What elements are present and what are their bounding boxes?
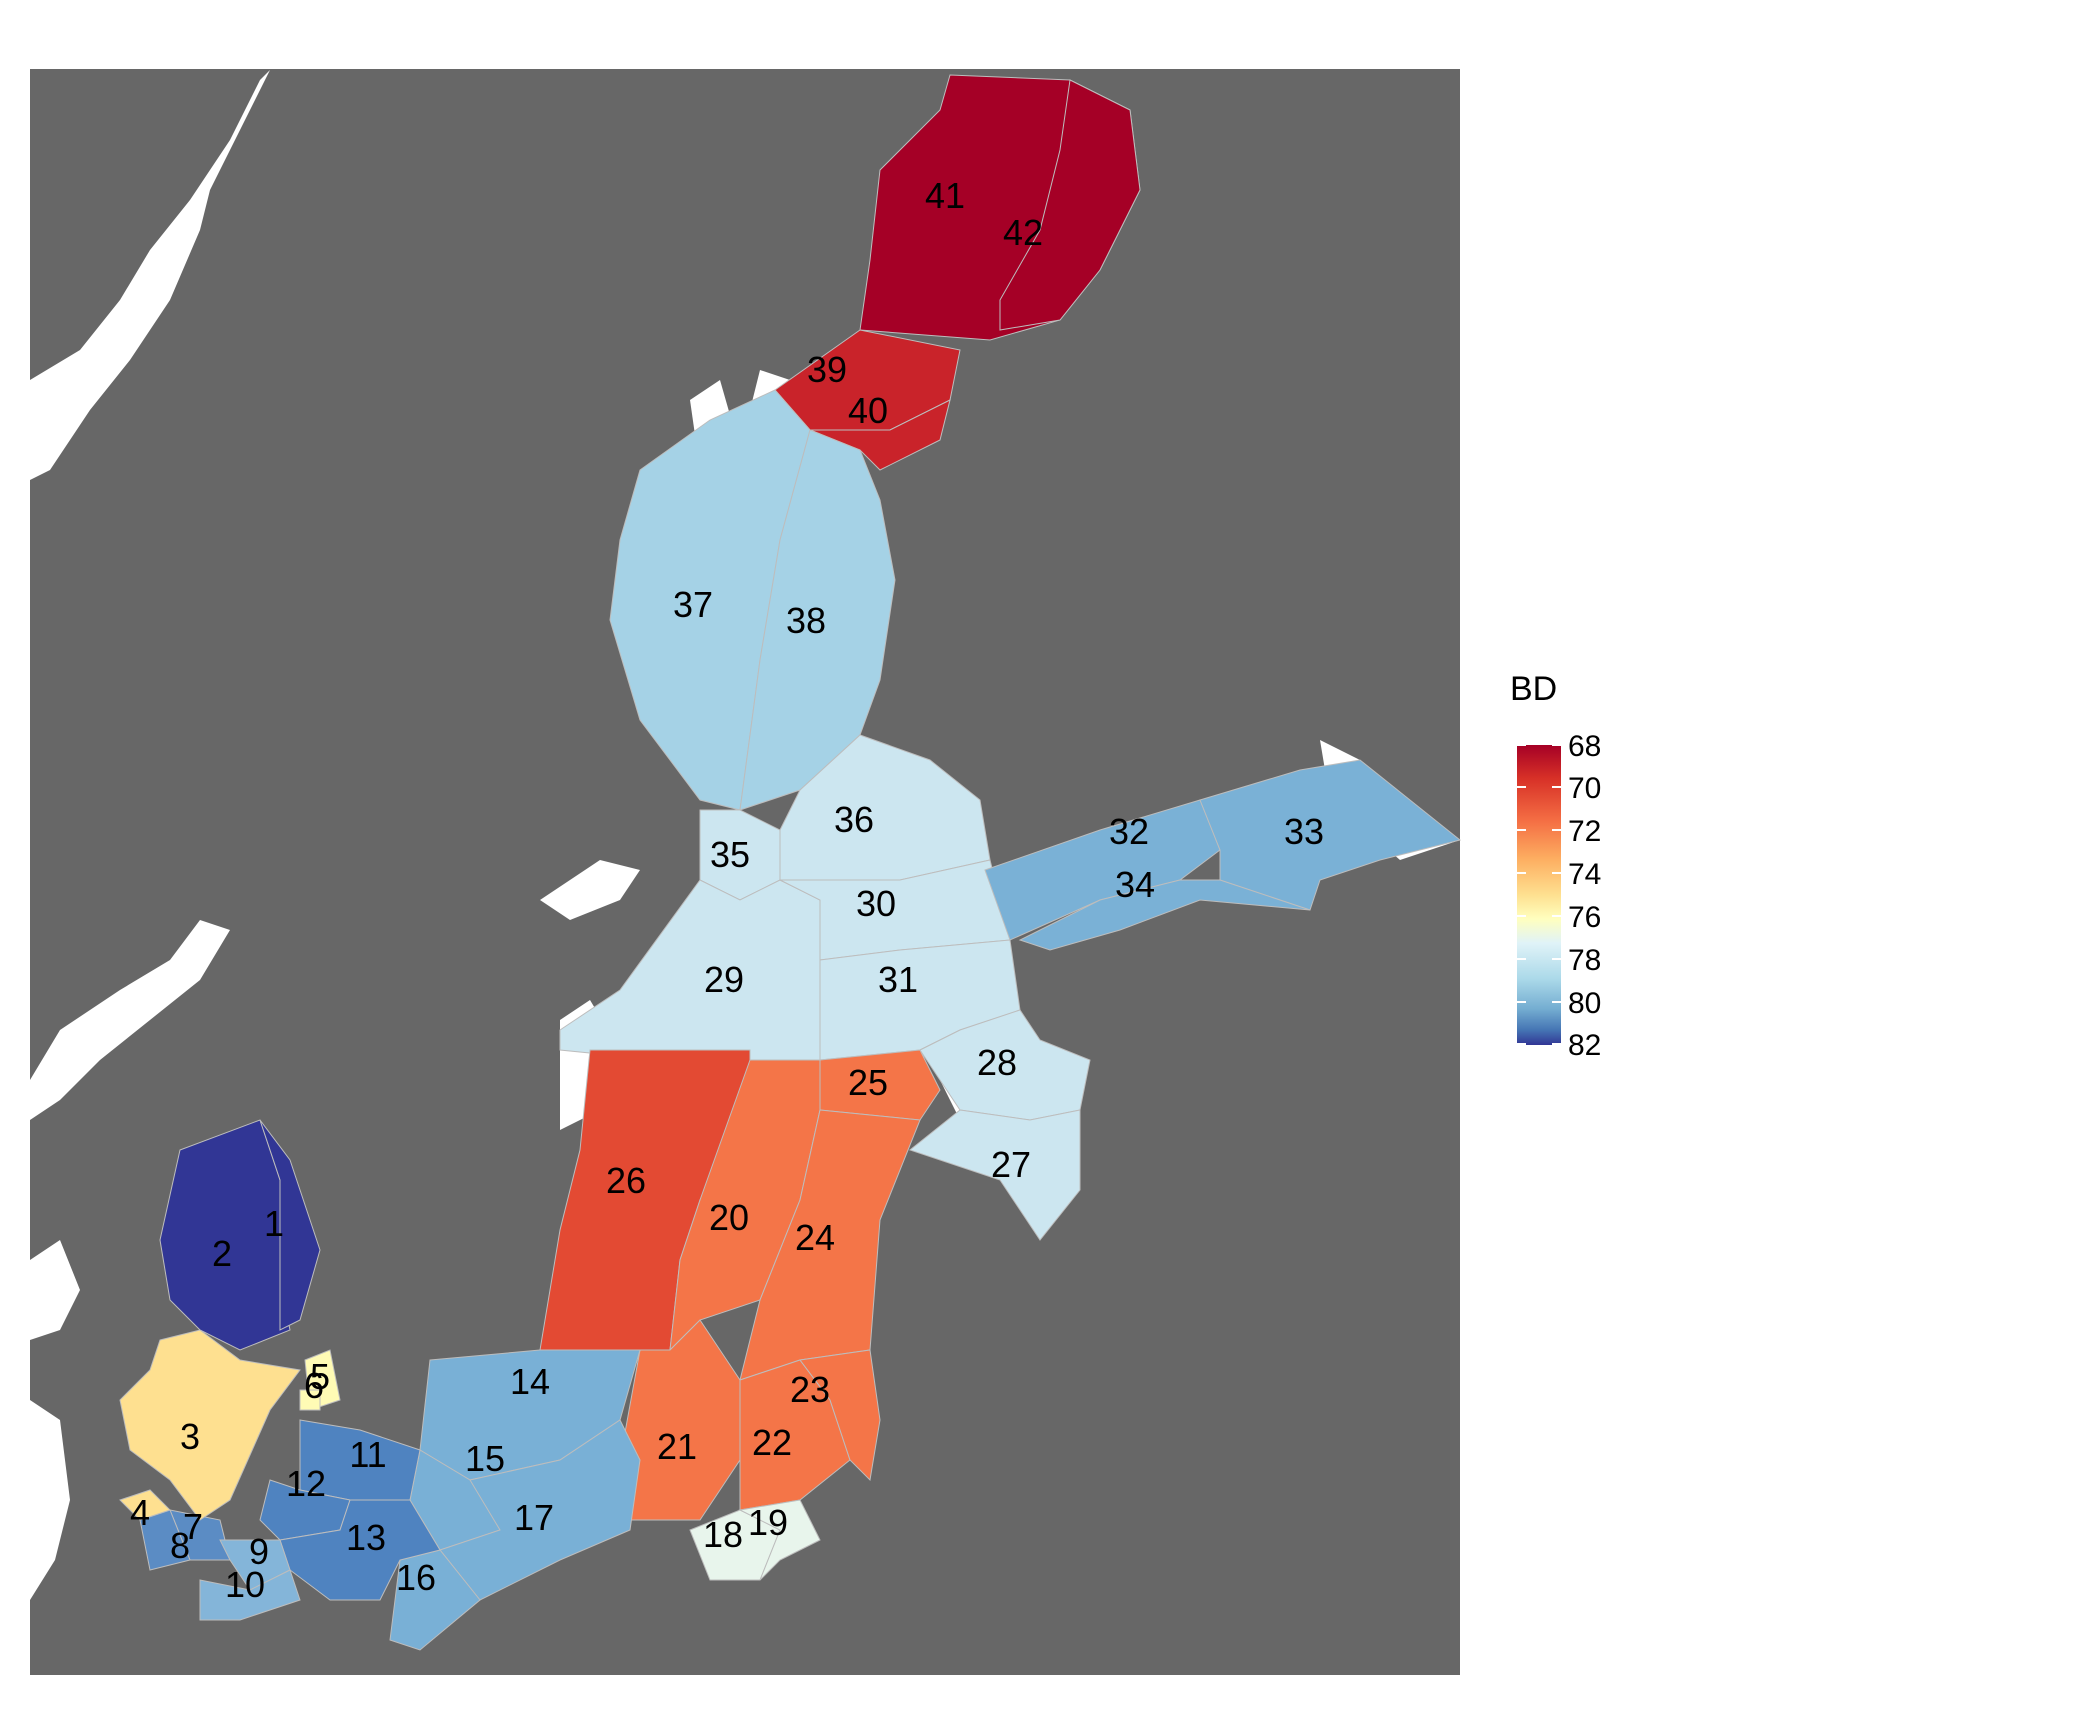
region-label-30: 30 [856, 883, 896, 924]
region-33[interactable] [1199, 759, 1462, 911]
region-label-1: 1 [264, 1203, 284, 1244]
legend-tick-marks [1517, 744, 1561, 1045]
region-label-35: 35 [710, 834, 750, 875]
legend-tick-70: 70 [1568, 772, 1601, 805]
region-17[interactable] [439, 1419, 641, 1601]
region-label-42: 42 [1003, 212, 1043, 253]
region-label-3: 3 [180, 1416, 200, 1457]
region-labels: 41 42 39 40 37 38 36 35 32 33 34 30 29 3… [130, 175, 1324, 1605]
region-label-40: 40 [848, 390, 888, 431]
region-label-32: 32 [1109, 811, 1149, 852]
legend-tick-82: 82 [1568, 1029, 1601, 1062]
region-3[interactable] [119, 1329, 301, 1521]
region-label-31: 31 [878, 959, 918, 1000]
legend-title: BD [1510, 670, 1557, 708]
region-10[interactable] [199, 1569, 301, 1621]
region-label-8: 8 [170, 1525, 190, 1566]
region-19[interactable] [738, 1499, 821, 1581]
region-label-41: 41 [925, 175, 965, 216]
legend: BD 68 70 72 74 76 78 80 82 [1510, 670, 1601, 1062]
region-label-33: 33 [1284, 811, 1324, 852]
regions [119, 74, 1462, 1651]
legend-tick-76: 76 [1568, 901, 1601, 934]
legend-tick-78: 78 [1568, 944, 1601, 977]
region-42[interactable] [999, 79, 1141, 331]
region-34[interactable] [1018, 879, 1311, 951]
region-27[interactable] [908, 1109, 1081, 1241]
region-label-9: 9 [249, 1531, 269, 1572]
region-label-6: 6 [304, 1365, 324, 1406]
region-label-25: 25 [848, 1062, 888, 1103]
region-label-22: 22 [752, 1422, 792, 1463]
region-label-11: 11 [349, 1434, 386, 1475]
region-label-17: 17 [514, 1497, 554, 1538]
region-label-13: 13 [346, 1517, 386, 1558]
region-label-28: 28 [977, 1042, 1017, 1083]
legend-tick-68: 68 [1568, 730, 1601, 763]
region-label-27: 27 [991, 1144, 1031, 1185]
region-label-18: 18 [703, 1514, 743, 1555]
legend-tick-72: 72 [1568, 815, 1601, 848]
region-label-34: 34 [1115, 864, 1155, 905]
region-label-15: 15 [465, 1438, 505, 1479]
region-label-39: 39 [807, 349, 847, 390]
region-4[interactable] [119, 1489, 171, 1521]
legend-tick-74: 74 [1568, 858, 1601, 891]
legend-colorbar [1517, 745, 1561, 1045]
region-label-14: 14 [510, 1361, 550, 1402]
region-label-38: 38 [786, 600, 826, 641]
region-label-24: 24 [795, 1217, 835, 1258]
region-label-4: 4 [130, 1492, 150, 1533]
region-label-26: 26 [606, 1160, 646, 1201]
region-label-12: 12 [286, 1463, 326, 1504]
region-13[interactable] [279, 1499, 441, 1601]
region-label-36: 36 [834, 799, 874, 840]
region-label-5: 5 [310, 1356, 330, 1397]
region-23[interactable] [799, 1349, 881, 1482]
region-label-29: 29 [704, 959, 744, 1000]
region-label-10: 10 [225, 1564, 265, 1605]
region-label-23: 23 [790, 1369, 830, 1410]
region-label-7: 7 [183, 1506, 203, 1547]
region-label-19: 19 [748, 1502, 788, 1543]
region-1[interactable] [259, 1119, 321, 1331]
region-label-2: 2 [212, 1233, 232, 1274]
region-label-37: 37 [673, 584, 713, 625]
region-6[interactable] [299, 1389, 321, 1411]
region-label-16: 16 [396, 1557, 436, 1598]
region-32[interactable] [984, 799, 1221, 941]
region-label-21: 21 [657, 1426, 697, 1467]
legend-tick-80: 80 [1568, 987, 1601, 1020]
region-label-20: 20 [709, 1197, 749, 1238]
region-20[interactable] [669, 1059, 821, 1352]
